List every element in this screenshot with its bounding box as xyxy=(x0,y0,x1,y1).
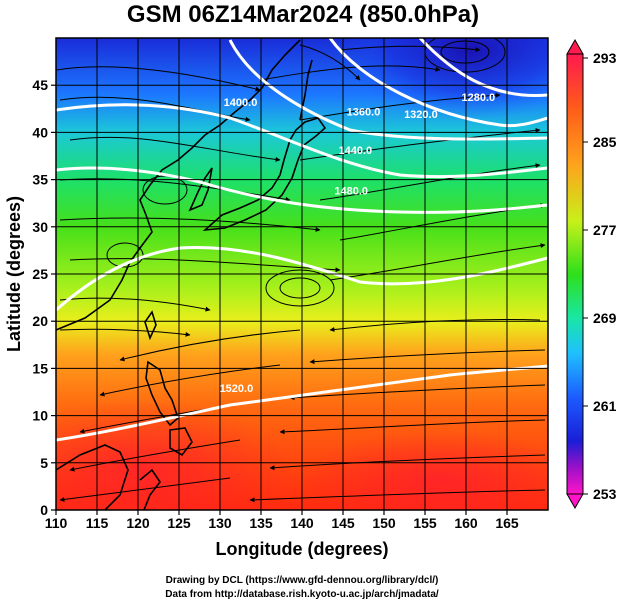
y-axis-ticks: 0 5 10 15 20 25 30 35 40 45 xyxy=(32,77,56,518)
streamline xyxy=(59,96,251,122)
credit-drawing: Drawing by DCL (https://www.gfd-dennou.o… xyxy=(166,575,439,586)
x-axis-ticks: 110 115 120 125 130 135 140 145 150 155 160 165 xyxy=(45,510,519,531)
y-tick-label: 15 xyxy=(32,360,48,376)
anticyclone-loop xyxy=(265,269,335,307)
x-tick-label: 165 xyxy=(495,515,519,531)
colorbar-ticks: 293 285 277 269 261 253 xyxy=(583,50,617,502)
height-contours xyxy=(56,38,548,442)
streamline xyxy=(339,45,481,53)
korea-coastline xyxy=(188,167,213,212)
cyclone-loop xyxy=(440,40,490,64)
contour-line-1520 xyxy=(56,364,548,442)
streamline xyxy=(309,349,546,365)
warm-region-southwest xyxy=(56,400,290,510)
figure-title: GSM 06Z14Mar2024 (850.0hPa) xyxy=(127,1,479,28)
taiwan-coastline xyxy=(144,310,157,341)
streamline xyxy=(289,384,546,401)
japan-coastline xyxy=(202,117,327,232)
contour-line-1480 xyxy=(56,245,548,312)
x-tick-label: 155 xyxy=(413,515,437,531)
lat-lon-grid xyxy=(56,38,548,510)
contour-label: 1440.0 xyxy=(338,145,372,157)
eddy-loop xyxy=(106,242,144,268)
contour-line-1440 xyxy=(56,166,548,214)
streamline xyxy=(269,454,546,471)
contour-line-1280 xyxy=(418,38,548,98)
mindanao-coastline xyxy=(169,427,193,457)
streamline xyxy=(279,419,546,435)
colorbar-tick-label: 277 xyxy=(593,222,617,238)
streamline xyxy=(59,477,231,502)
x-tick-label: 145 xyxy=(331,515,355,531)
streamline xyxy=(249,489,546,503)
y-axis-label: Latitude (degrees) xyxy=(4,196,24,352)
x-tick-label: 120 xyxy=(126,515,150,531)
contour-line-1400 xyxy=(56,103,548,179)
y-tick-label: 0 xyxy=(40,502,48,518)
colorbar-tick-label: 253 xyxy=(593,486,617,502)
streamline xyxy=(59,328,191,337)
streamline xyxy=(329,243,546,281)
colorbar-top-triangle xyxy=(566,38,584,55)
sulawesi-coastline xyxy=(139,468,161,510)
x-tick-label: 130 xyxy=(208,515,232,531)
x-tick-label: 140 xyxy=(290,515,314,531)
colorbar-gradient xyxy=(566,53,584,495)
contour-labels: 1280.0 1320.0 1360.0 1400.0 1440.0 1480.0 1520… xyxy=(220,92,496,395)
colorbar: 293 285 277 269 261 253 xyxy=(566,38,617,510)
y-tick-label: 40 xyxy=(32,124,48,140)
contour-line-1320 xyxy=(328,38,548,128)
y-tick-label: 25 xyxy=(32,266,48,282)
credit-data: Data from http://database.rish.kyoto-u.a… xyxy=(165,589,439,600)
colorbar-bottom-triangle xyxy=(566,493,584,510)
y-tick-label: 35 xyxy=(32,172,48,188)
streamline xyxy=(69,258,341,273)
y-tick-label: 5 xyxy=(40,455,48,471)
streamline xyxy=(59,178,291,202)
contour-label: 1360.0 xyxy=(347,106,381,118)
y-tick-label: 10 xyxy=(32,408,48,424)
x-tick-label: 115 xyxy=(86,515,109,531)
streamline xyxy=(259,65,441,81)
x-tick-label: 125 xyxy=(167,515,191,531)
philippines-coastline xyxy=(145,360,179,427)
colorbar-tick-label: 261 xyxy=(593,398,617,414)
streamline xyxy=(299,44,361,81)
x-tick-label: 135 xyxy=(249,515,273,531)
map-plot-area xyxy=(56,38,548,510)
x-tick-label: 160 xyxy=(454,515,478,531)
x-axis-label: Longitude (degrees) xyxy=(215,539,388,559)
contour-line-1360 xyxy=(228,39,548,141)
colorbar-tick-label: 285 xyxy=(593,134,617,150)
cold-air-core xyxy=(340,38,548,120)
x-tick-label: 110 xyxy=(45,515,68,531)
y-tick-label: 30 xyxy=(32,219,48,235)
streamline xyxy=(99,364,281,397)
x-tick-label: 150 xyxy=(372,515,396,531)
contour-label: 1320.0 xyxy=(404,109,438,121)
streamline xyxy=(56,66,261,92)
colorbar-tick-label: 269 xyxy=(593,310,617,326)
streamline xyxy=(59,297,211,312)
borneo-coastline xyxy=(56,444,129,510)
streamline xyxy=(299,127,541,161)
y-tick-label: 20 xyxy=(32,313,48,329)
streamline xyxy=(69,136,281,162)
contour-label: 1400.0 xyxy=(224,97,258,109)
streamline xyxy=(119,329,301,362)
anticyclone-loop xyxy=(279,277,321,299)
y-tick-label: 45 xyxy=(32,77,48,93)
warm-region-southeast xyxy=(300,430,548,510)
contour-label: 1280.0 xyxy=(461,92,495,104)
contour-label: 1480.0 xyxy=(334,186,368,198)
colorbar-tick-label: 293 xyxy=(593,50,617,66)
streamline xyxy=(319,163,541,201)
streamline xyxy=(69,439,241,472)
contour-label: 1520.0 xyxy=(220,383,254,395)
